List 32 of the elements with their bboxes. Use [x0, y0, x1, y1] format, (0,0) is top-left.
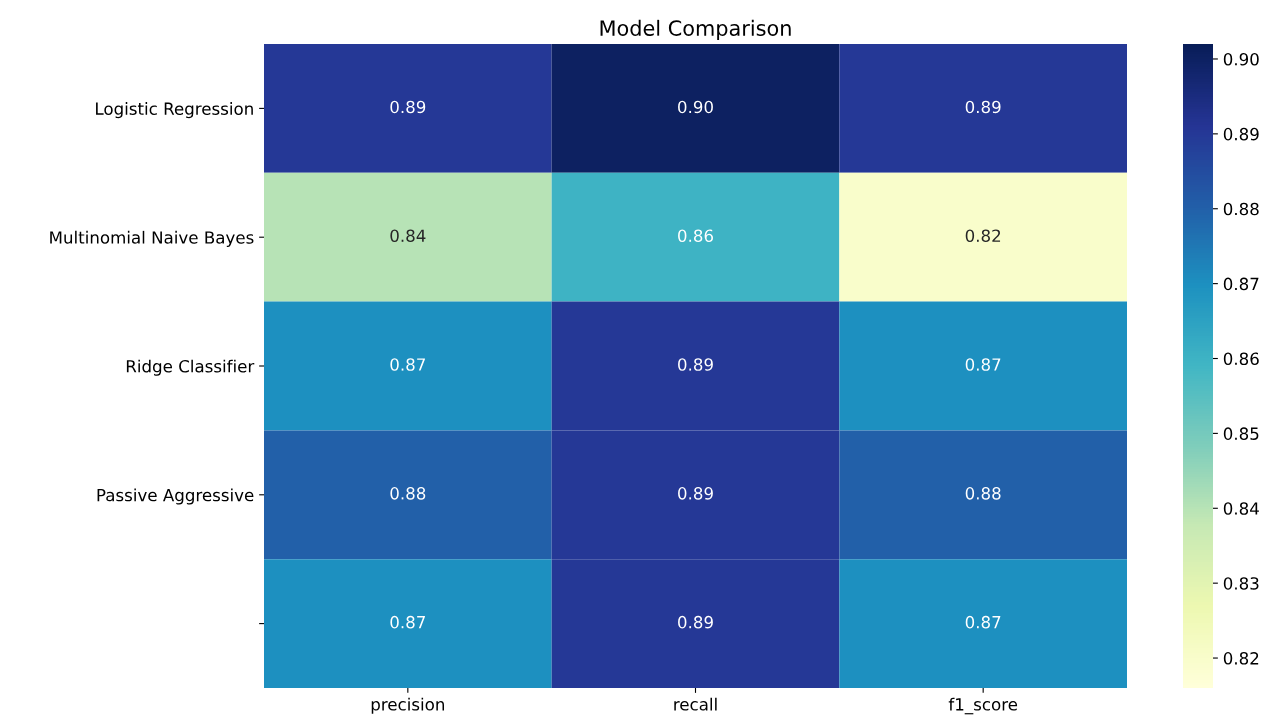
- data-label: 0.87: [390, 358, 425, 371]
- data-label: 0.89: [965, 100, 1001, 114]
- data-label: 0.87: [965, 358, 1001, 371]
- data-label: 0.86: [678, 229, 714, 243]
- y-tick-label: Multinomial Naive Bayes: [50, 230, 254, 247]
- data-label: 0.87: [965, 615, 1001, 629]
- color-bar-label: 0.89: [1223, 127, 1259, 141]
- data-label: 0.88: [965, 487, 1001, 500]
- color-bar-label: 0.88: [1223, 202, 1259, 216]
- x-tick-label: f1_score: [948, 697, 1018, 715]
- x-tick-label: recall: [674, 697, 717, 711]
- data-label: 0.89: [678, 487, 713, 500]
- color-bar-label: 0.85: [1223, 427, 1259, 440]
- color-bar-label: 0.86: [1223, 352, 1259, 366]
- color-bar-label: 0.83: [1223, 577, 1259, 590]
- y-tick-label: Passive Aggressive: [97, 488, 254, 505]
- data-label: 0.88: [390, 487, 426, 500]
- x-tick-label: precision: [371, 697, 445, 714]
- data-label: 0.87: [390, 615, 425, 629]
- chart-title: Model Comparison: [600, 19, 791, 40]
- color-bar-label: 0.82: [1223, 652, 1259, 665]
- color-bar-label: 0.90: [1223, 52, 1259, 66]
- color-bar-label: 0.84: [1223, 502, 1259, 515]
- data-label: 0.89: [678, 615, 713, 629]
- data-label: 0.89: [678, 358, 713, 371]
- data-label: 0.84: [390, 229, 426, 243]
- data-label: 0.90: [678, 100, 713, 114]
- color-bar-label: 0.87: [1223, 277, 1259, 291]
- data-label: 0.89: [390, 100, 426, 114]
- y-tick-label: Logistic Regression: [96, 102, 253, 119]
- data-label: 0.82: [965, 229, 1001, 243]
- y-tick-label: Ridge Classifier: [126, 359, 255, 376]
